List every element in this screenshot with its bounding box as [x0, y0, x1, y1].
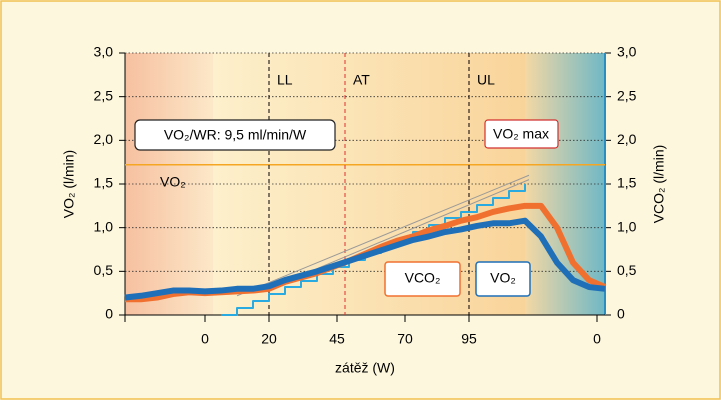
y-tick-label: 0 [105, 306, 113, 322]
x-tick-label: 0 [593, 331, 601, 347]
y2-tick-label: 2,5 [617, 87, 637, 103]
y2-tick-label: 3,0 [617, 44, 637, 60]
y-axis-title: VO₂ (l/min) [61, 150, 77, 218]
y-tick-label: 1,0 [94, 218, 114, 234]
series-line [236, 174, 530, 297]
y-tick-label: 0,5 [94, 262, 114, 278]
y2-tick-label: 0,5 [617, 262, 637, 278]
y-tick-label: 2,5 [94, 87, 114, 103]
annotation-box [134, 119, 336, 151]
series-line [124, 217, 606, 301]
plot: 0 0,5 1,0 1,5 2,0 2,5 3,0 0 0,5 1,0 1,5 2,0 2,5 3,0 0 2… [94, 44, 637, 347]
y2-axis-title: VCO₂ (l/min) [651, 145, 667, 224]
series-label: VO₂ [160, 174, 186, 190]
threshold-label: UL [477, 72, 495, 88]
legend-box [475, 261, 531, 297]
legend-box [384, 261, 461, 297]
threshold-label: LL [277, 72, 293, 88]
x-tick-label: 70 [397, 331, 413, 347]
annotation: VO₂ max [493, 126, 549, 142]
y2-tick-label: 1,5 [617, 175, 637, 191]
y2-tick-label: 1,0 [617, 218, 637, 234]
annotation: VO₂/WR: 9,5 ml/min/W [164, 127, 307, 143]
threshold-label: AT [353, 72, 370, 88]
y-tick-label: 3,0 [94, 44, 114, 60]
x-tick-label: 45 [329, 331, 345, 347]
y2-tick-label: 2,0 [617, 131, 637, 147]
y-tick-label: 1,5 [94, 175, 114, 191]
y2-tick-label: 0 [617, 306, 625, 322]
annotation-box [484, 119, 559, 149]
y-tick-label: 2,0 [94, 131, 114, 147]
legend-label: VCO₂ [405, 270, 441, 286]
x-tick-label: 95 [461, 331, 477, 347]
legend-label: VO₂ [490, 270, 516, 286]
x-axis-title: zátěž (W) [335, 360, 395, 376]
x-tick-label: 0 [201, 331, 209, 347]
x-tick-label: 20 [261, 331, 277, 347]
